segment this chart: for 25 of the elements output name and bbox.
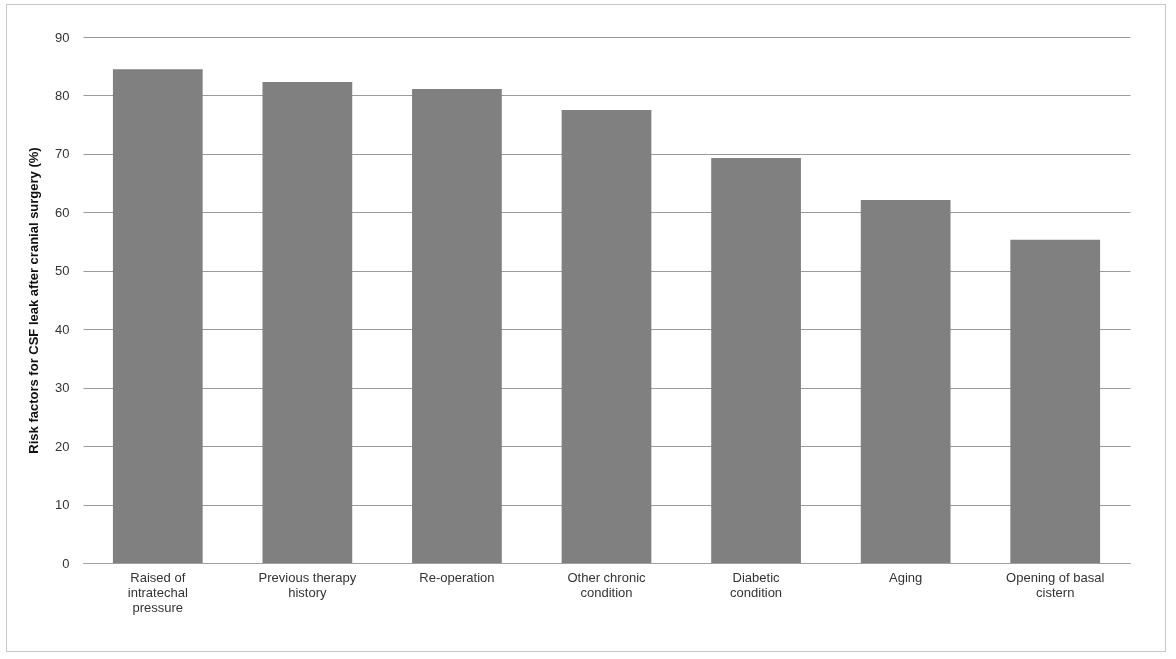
y-tick-label: 70 bbox=[55, 146, 70, 162]
y-tick-label: 20 bbox=[55, 438, 70, 454]
bar bbox=[112, 69, 203, 563]
x-tick-label: Other chronic condition bbox=[567, 569, 647, 600]
x-tick-label: Opening of basal cistern bbox=[1006, 569, 1105, 600]
y-tick-label: 40 bbox=[55, 321, 70, 337]
y-axis-title: Risk factors for CSF leak after cranial surgery (%) bbox=[26, 147, 42, 454]
y-tick-label: 60 bbox=[55, 204, 70, 220]
bar bbox=[860, 200, 951, 563]
x-tick-label: Re-operation bbox=[419, 569, 495, 585]
bar bbox=[1010, 239, 1101, 563]
y-tick-label: 50 bbox=[55, 263, 70, 279]
y-tick-label: 0 bbox=[62, 555, 70, 571]
x-tick-label: Diabetic condition bbox=[730, 569, 783, 600]
bar bbox=[711, 157, 801, 563]
y-tick-label: 90 bbox=[55, 29, 70, 45]
x-tick-label: Aging bbox=[889, 569, 923, 585]
bar bbox=[262, 82, 353, 563]
y-tick-label: 30 bbox=[55, 380, 70, 396]
y-tick-label: 10 bbox=[55, 497, 70, 513]
bar bbox=[412, 89, 502, 563]
x-tick-label: Raised of intratechal pressure bbox=[127, 569, 188, 615]
bar bbox=[561, 110, 652, 563]
x-tick-label: Previous therapy history bbox=[258, 569, 357, 600]
y-tick-label: 80 bbox=[55, 87, 70, 103]
